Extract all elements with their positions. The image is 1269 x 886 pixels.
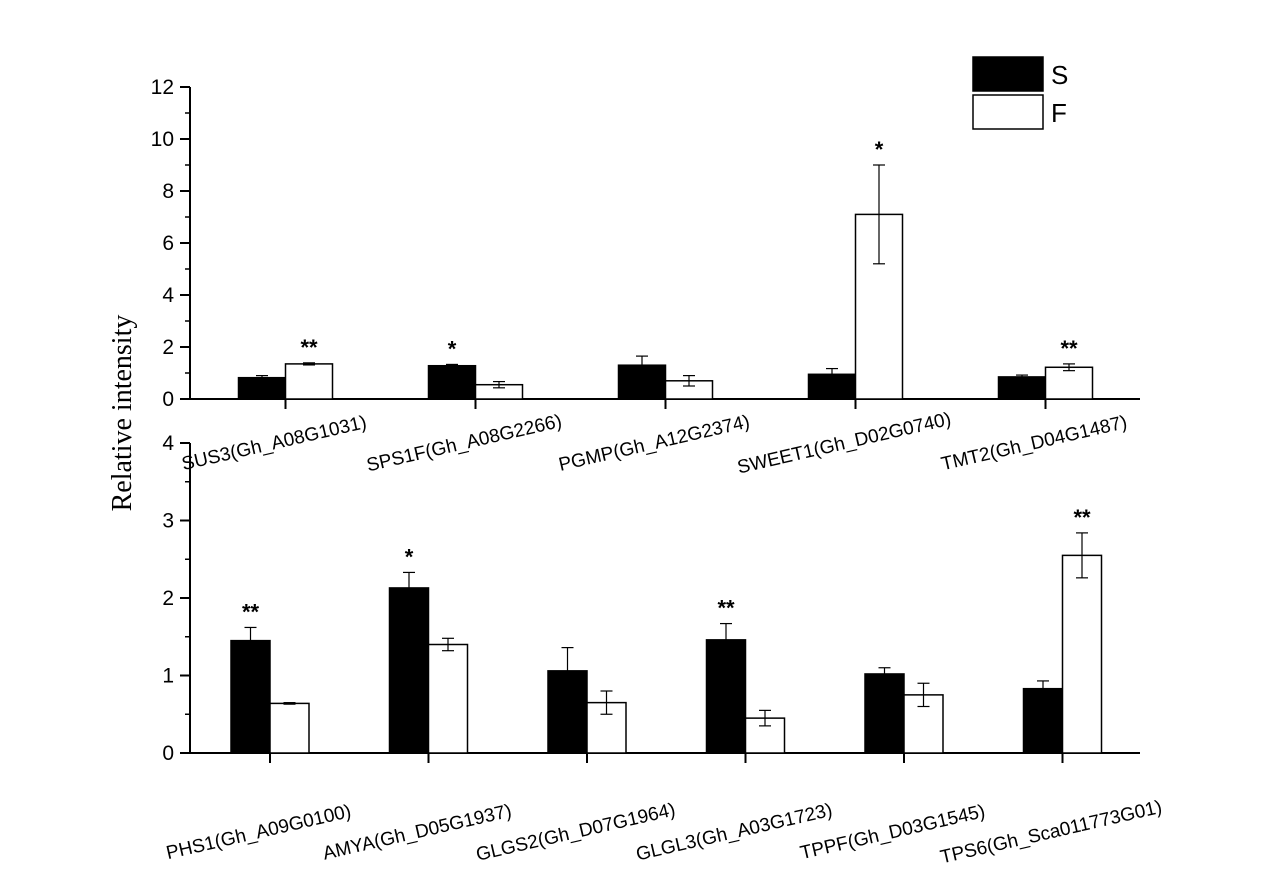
bar-s <box>427 364 477 400</box>
y-tick-label: 2 <box>162 587 174 610</box>
y-tick-label: 6 <box>162 232 174 255</box>
bar-s <box>997 376 1047 400</box>
y-tick-label: 1 <box>162 665 174 688</box>
significance-mark: ** <box>242 599 260 624</box>
legend-swatch-f <box>972 94 1044 130</box>
legend-label-f: F <box>1051 98 1067 128</box>
category-label: SWEET1(Gh_D02G0740) <box>735 409 953 479</box>
legend-label-s: S <box>1051 60 1068 90</box>
bar-s <box>230 639 271 754</box>
significance-mark: ** <box>1060 336 1078 361</box>
bar-s <box>237 376 287 400</box>
y-tick-label: 4 <box>162 284 174 307</box>
bar-f <box>427 643 469 754</box>
panel-bottom: 01234PHS1(Gh_A09G0100)AMYA(Gh_D05G1937)G… <box>162 432 1164 868</box>
bar-s <box>705 639 747 754</box>
significance-mark: ** <box>300 335 318 360</box>
category-label: PGMP(Gh_A12G2374) <box>557 411 752 475</box>
y-axis-label: Relative intensity <box>107 315 138 512</box>
bar-f <box>1044 366 1094 400</box>
legend: S F <box>972 56 1068 130</box>
panel-top: 0 2 4 6 8 10 12 SUS3(Gh_A08G1031)SPS1F(Gh_A08G2… <box>151 76 1140 478</box>
category-label: SUS3(Gh_A08G1031) <box>180 412 369 475</box>
legend-swatch-s <box>972 56 1044 92</box>
bar-f <box>1061 554 1103 754</box>
y-tick-label: 3 <box>162 510 174 533</box>
y-tick-label: 0 <box>162 388 174 411</box>
y-tick-label: 0 <box>162 742 174 765</box>
bar-f <box>269 702 310 754</box>
bar-s <box>864 673 905 754</box>
y-tick-label: 8 <box>162 180 174 203</box>
y-tick-label: 2 <box>162 336 174 359</box>
y-tick-label: 10 <box>151 128 174 151</box>
category-label: SPS1F(Gh_A08G2266) <box>365 411 564 476</box>
significance-mark: ** <box>717 596 735 621</box>
significance-mark: * <box>405 544 414 569</box>
significance-mark: ** <box>1073 505 1091 530</box>
bar-s <box>1022 687 1064 754</box>
plots-group: 024681012SUS3(Gh_A08G1031)SPS1F(Gh_A08G2… <box>151 76 1164 868</box>
significance-mark: * <box>875 137 884 162</box>
significance-mark: * <box>448 336 457 361</box>
y-tick-label: 12 <box>151 76 174 99</box>
bar-f <box>284 363 334 400</box>
category-label: TMT2(Gh_D04G1487) <box>939 412 1129 475</box>
y-tick-label: 4 <box>162 432 174 455</box>
bar-s <box>388 587 430 754</box>
